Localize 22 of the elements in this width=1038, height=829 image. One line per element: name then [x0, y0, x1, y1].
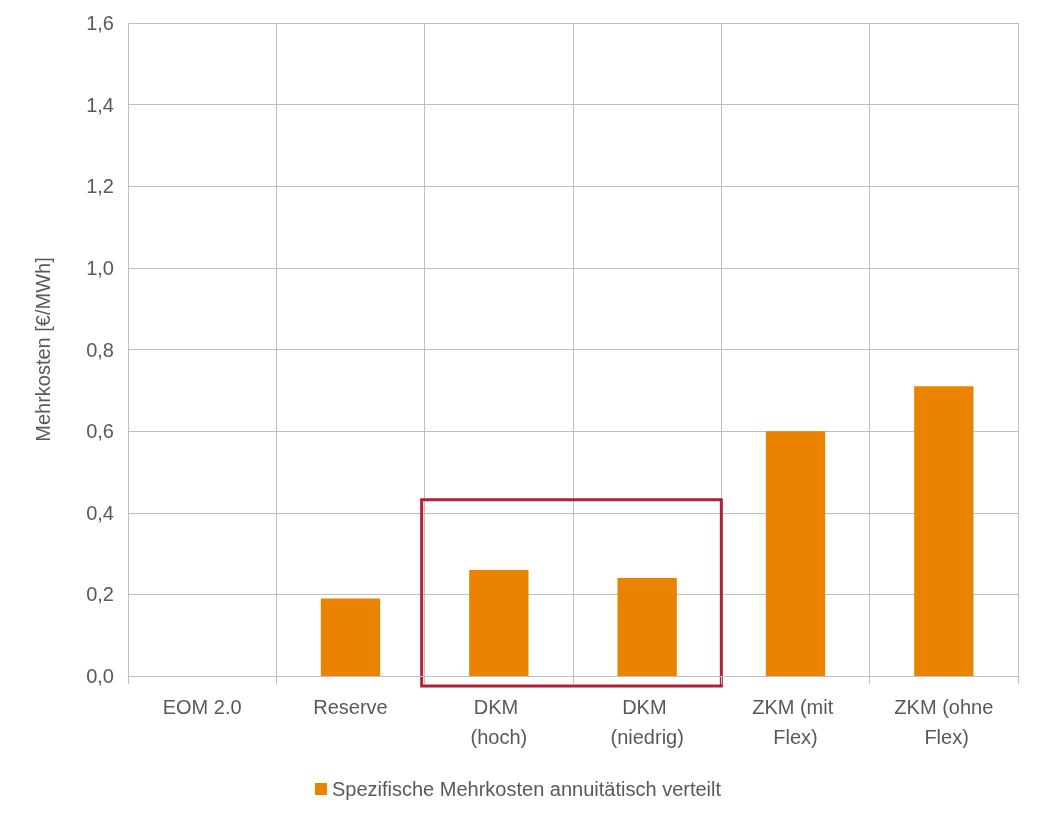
- y-axis-title: Mehrkosten [€/MWh]: [32, 257, 54, 442]
- y-tick-label: 1,0: [86, 256, 114, 279]
- y-tick-label: 0,8: [86, 338, 114, 361]
- y-tick-label: 1,2: [86, 175, 114, 198]
- y-tick-label: 0,6: [86, 420, 114, 443]
- x-tick-label: ZKM (mit Flex): [752, 696, 839, 748]
- y-tick-label: 1,6: [86, 12, 114, 34]
- y-tick-label: 0,4: [86, 501, 114, 524]
- x-tick-label: DKM (niedrig): [610, 696, 684, 748]
- y-tick-label: 0,0: [86, 665, 114, 687]
- bar: [617, 578, 677, 676]
- bar: [914, 386, 974, 676]
- x-tick-label: EOM 2.0: [162, 696, 242, 718]
- x-tick-label: DKM (hoch): [470, 696, 528, 748]
- y-tick-label: 0,2: [86, 583, 114, 606]
- bar: [469, 569, 529, 676]
- y-tick-label: 1,4: [86, 93, 114, 116]
- x-tick-label: Reserve: [313, 696, 388, 718]
- bar: [320, 598, 381, 676]
- legend-label: Spezifische Mehrkosten annuitätisch verteilt: [331, 778, 722, 800]
- bar: [765, 431, 826, 676]
- x-tick-label: ZKM (ohne Flex): [894, 696, 994, 748]
